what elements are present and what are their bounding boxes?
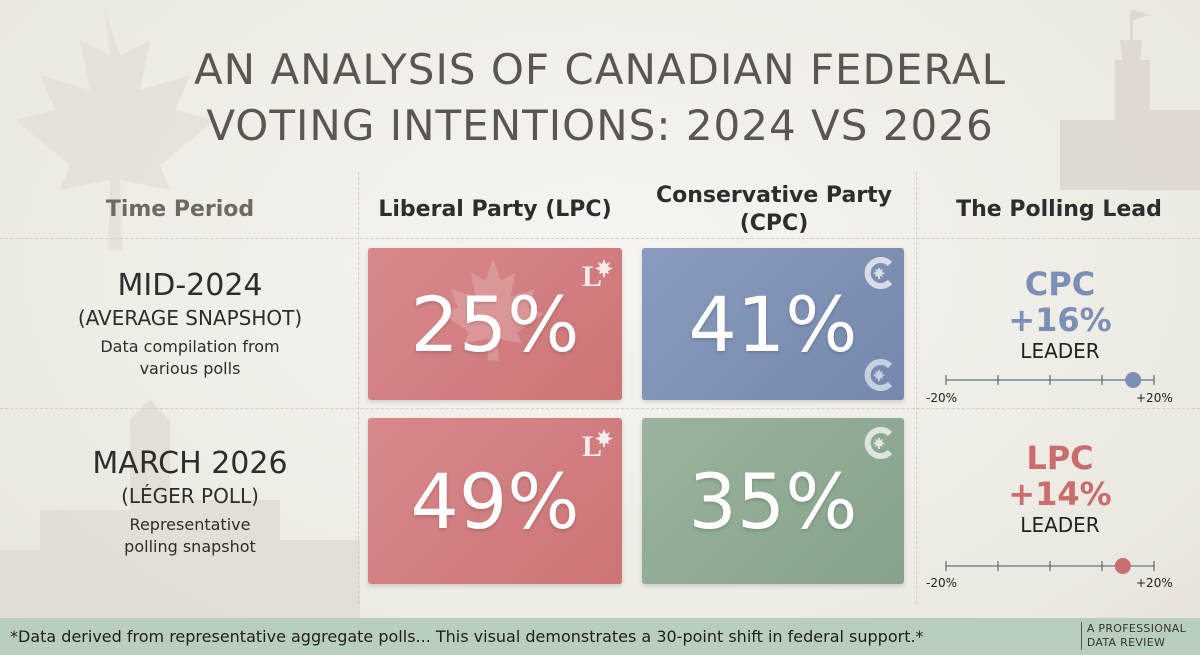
header-time-period: Time Period <box>105 197 255 222</box>
lead-party: LPC <box>1026 439 1094 477</box>
period-note-line-2: polling snapshot <box>124 537 256 556</box>
brand-line-1: A PROFESSIONAL <box>1086 622 1186 635</box>
period-note: Representative polling snapshot <box>40 514 340 558</box>
period-title: MARCH 2026 <box>92 446 288 481</box>
lead-marker-dot <box>1114 558 1131 574</box>
period-mid-2024: MID-2024 (AVERAGE SNAPSHOT) Data compila… <box>40 268 340 380</box>
lpc-value-card-2026: L 49% <box>368 418 622 584</box>
cpc-value-card-2024: 41% <box>642 248 904 400</box>
page-title: AN ANALYSIS OF CANADIAN FEDERAL VOTING I… <box>0 42 1200 154</box>
brand-mark: A PROFESSIONAL DATA REVIEW <box>1080 622 1186 650</box>
lpc-percentage: 25% <box>410 279 580 369</box>
liberal-l-maple-icon: L <box>582 259 613 290</box>
scale-max-label: +20% <box>1136 391 1173 405</box>
period-subtitle: (LÉGER POLL) <box>121 484 259 508</box>
lead-margin: +14% <box>1008 475 1112 513</box>
svg-text:L: L <box>582 430 602 460</box>
conservative-c-maple-icon <box>864 427 893 459</box>
header-conservative-party: Conservative Party (CPC) <box>636 182 912 238</box>
conservative-c-maple-icon <box>864 359 893 391</box>
header-polling-lead: The Polling Lead <box>956 197 1162 222</box>
period-subtitle: (AVERAGE SNAPSHOT) <box>77 306 303 330</box>
scale-max-label: +20% <box>1136 576 1173 590</box>
maple-leaf-watermark-icon <box>442 258 544 361</box>
cpc-percentage: 41% <box>688 279 858 369</box>
lead-word: LEADER <box>1020 339 1100 363</box>
polling-lead-2024: CPC +16% LEADER <box>930 266 1190 364</box>
lead-party: CPC <box>1024 265 1096 303</box>
title-line-1: AN ANALYSIS OF CANADIAN FEDERAL <box>193 45 1007 94</box>
footer-note: *Data derived from representative aggreg… <box>10 627 924 646</box>
polling-lead-2026: LPC +14% LEADER <box>930 440 1190 538</box>
period-note-line-2: various polls <box>139 359 241 378</box>
lead-marker-dot <box>1125 372 1142 388</box>
header-liberal-party: Liberal Party (LPC) <box>378 197 612 222</box>
lead-scale-2026 <box>945 558 1155 574</box>
cpc-percentage: 35% <box>688 456 858 546</box>
column-divider-2 <box>916 172 917 604</box>
lpc-percentage: 49% <box>410 456 580 546</box>
period-note-line-1: Data compilation from <box>100 337 280 356</box>
title-line-2: VOTING INTENTIONS: 2024 VS 2026 <box>206 101 994 150</box>
conservative-c-maple-icon <box>864 257 893 289</box>
scale-min-label: -20% <box>926 391 958 405</box>
period-note: Data compilation from various polls <box>40 336 340 380</box>
row-divider <box>0 408 1200 409</box>
column-divider-1 <box>358 172 359 604</box>
lead-word: LEADER <box>1020 513 1100 537</box>
liberal-l-maple-icon: L <box>582 429 613 460</box>
period-note-line-1: Representative <box>129 515 251 534</box>
brand-line-2: DATA REVIEW <box>1086 636 1166 649</box>
header-divider <box>0 238 1200 239</box>
header-conservative-line-1: Conservative Party <box>655 183 893 208</box>
cpc-value-card-2026: 35% <box>642 418 904 584</box>
footer-bar: *Data derived from representative aggreg… <box>0 618 1200 655</box>
period-march-2026: MARCH 2026 (LÉGER POLL) Representative p… <box>40 446 340 558</box>
lpc-value-card-2024: L 25% <box>368 248 622 400</box>
svg-text:L: L <box>582 260 602 290</box>
lead-scale-2024 <box>945 372 1155 388</box>
header-conservative-line-2: (CPC) <box>739 211 809 236</box>
period-title: MID-2024 <box>117 268 263 303</box>
scale-min-label: -20% <box>926 576 958 590</box>
lead-margin: +16% <box>1008 301 1112 339</box>
